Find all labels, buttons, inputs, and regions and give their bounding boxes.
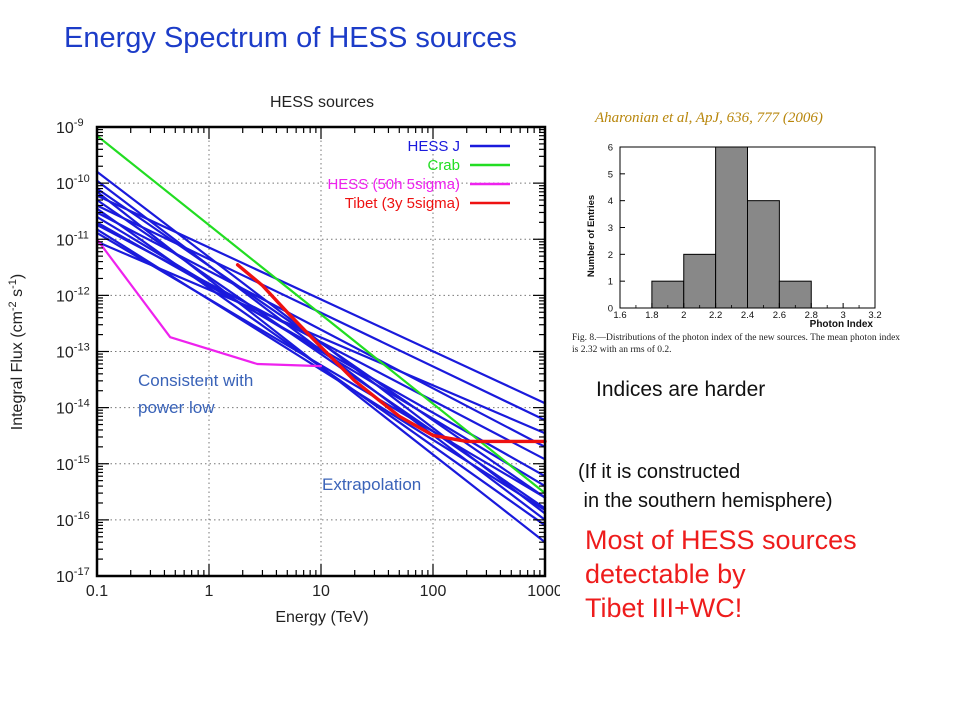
y-tick-label: 10-13	[56, 342, 90, 362]
x-tick-label: 100	[420, 583, 447, 600]
series-hess-j-line	[95, 204, 547, 422]
y-tick-label: 10-11	[56, 229, 89, 249]
series-hess-j-line	[95, 240, 547, 435]
x-tick-label: 0.1	[86, 583, 108, 600]
note-conclusion: Most of HESS sources detectable by Tibet…	[585, 525, 857, 623]
y-tick-label: 10-14	[56, 398, 90, 418]
series-hess-j-line	[95, 228, 547, 512]
y-tick-label: 10-15	[56, 454, 90, 474]
x-axis-label: Energy (TeV)	[275, 609, 368, 626]
legend-label: Crab	[427, 157, 460, 174]
histogram-x-tick-label: 2.2	[709, 310, 722, 321]
histogram-y-tick-label: 5	[608, 169, 613, 180]
citation: Aharonian et al, ApJ, 636, 777 (2006)	[595, 110, 823, 126]
histogram-x-tick-label: 1.6	[613, 310, 626, 321]
x-tick-label: 1000	[527, 583, 560, 600]
series-hess-50h-5sigma-line	[95, 238, 323, 368]
histogram-x-tick-label: 3	[840, 310, 845, 321]
y-tick-label: 10-12	[56, 285, 90, 305]
histogram-y-label: Number of Entries	[586, 195, 597, 277]
histogram-bar	[778, 280, 812, 309]
histogram-x-label: Photon Index	[810, 319, 874, 330]
histogram-x-tick-label: 2.4	[741, 310, 754, 321]
histogram-y-tick-label: 2	[608, 250, 613, 261]
integral-flux-chart: HESS sources 10-9 10-10 10-11 10-12 10-13 10-…	[7, 94, 560, 626]
x-tick-label: 1	[205, 583, 214, 600]
histogram-x-tick-label: 2	[681, 310, 686, 321]
histogram-y-tick-label: 1	[608, 277, 613, 288]
chart-annotation: Consistent with power low	[138, 371, 253, 417]
histogram-x-tick-label: 1.8	[645, 310, 658, 321]
series-hess-j-line	[95, 194, 547, 405]
histogram-y-tick-label: 3	[608, 223, 613, 234]
chart-title: HESS sources	[270, 94, 374, 111]
histogram-y-tick-label: 6	[608, 143, 613, 154]
y-tick-label: 10-9	[56, 117, 84, 137]
photon-index-histogram: 1.6 1.8 2 2.2 2.4 2.6 2.8 3 3.2 0 1 2 3 4 5 6 Photon In…	[586, 143, 882, 331]
series-tibet-3y-5sigma-line	[235, 263, 547, 444]
y-axis-label: Integral Flux (cm-2 s-1)	[7, 274, 26, 430]
series-crab-line	[95, 134, 547, 495]
slide-title: Energy Spectrum of HESS sources	[64, 22, 517, 54]
histogram-y-tick-label: 0	[608, 304, 613, 315]
note-southern-hemisphere: (If it is constructed in the southern he…	[578, 461, 833, 512]
histogram-x-tick-label: 2.8	[805, 310, 818, 321]
histogram-x-tick-label: 3.2	[868, 310, 881, 321]
y-tick-label: 10-16	[56, 510, 90, 530]
histogram-bar	[651, 280, 685, 309]
x-tick-label: 10	[312, 583, 330, 600]
note-indices-harder: Indices are harder	[596, 378, 766, 401]
figure-caption: Fig. 8.—Distributions of the photon inde…	[572, 333, 901, 355]
histogram-x-tick-label: 2.6	[773, 310, 786, 321]
histogram-y-tick-label: 4	[608, 196, 613, 207]
histogram-bar	[747, 200, 780, 309]
legend-label: HESS J	[407, 138, 460, 155]
series-hess-j-line	[95, 211, 547, 448]
chart-annotation: Extrapolation	[322, 475, 421, 494]
y-tick-label: 10-10	[56, 173, 90, 193]
histogram-bar	[683, 253, 717, 309]
legend-label: Tibet (3y 5sigma)	[345, 195, 460, 212]
legend-label: HESS (50h 5sigma)	[327, 176, 460, 193]
histogram-bar	[715, 146, 748, 309]
y-tick-label: 10-17	[56, 566, 90, 586]
